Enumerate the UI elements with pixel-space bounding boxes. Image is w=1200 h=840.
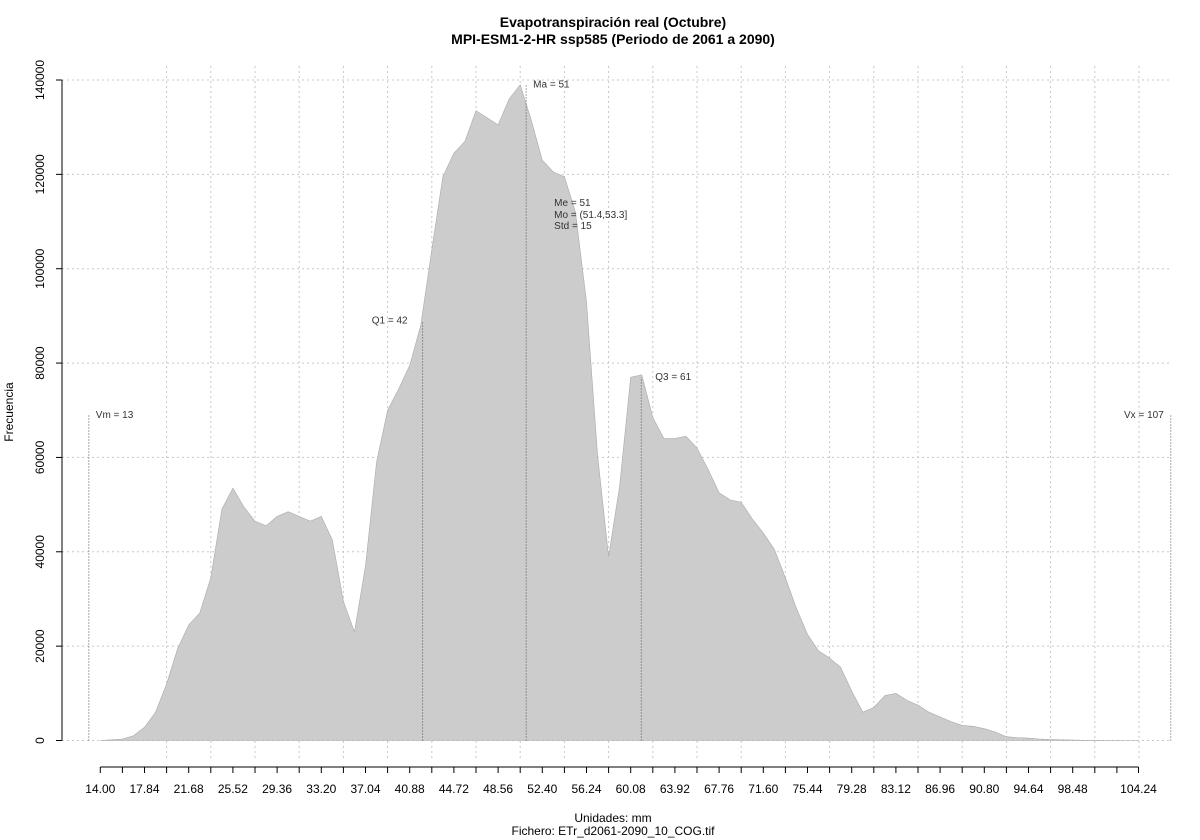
y-tick-label: 140000	[33, 60, 47, 100]
x-tick-label: 79.28	[837, 782, 867, 796]
x-tick-label: 29.36	[262, 782, 292, 796]
x-tick-label: 17.84	[129, 782, 159, 796]
chart-title: Evapotranspiración real (Octubre)	[500, 14, 726, 30]
y-tick-label: 0	[33, 737, 47, 744]
y-axis: 0 20000 40000 60000 80000 100000 120000 140000	[33, 60, 63, 744]
frequency-area-path	[100, 84, 1139, 741]
x-tick-label: 25.52	[218, 782, 248, 796]
x-tick-label: 104.24	[1120, 782, 1157, 796]
x-tick-label: 63.92	[660, 782, 690, 796]
x-tick-label: 83.12	[881, 782, 911, 796]
y-tick-label: 20000	[33, 629, 47, 663]
vm-marker-label: Vm = 13	[96, 410, 134, 421]
statistic-markers: Vm = 13 Q1 = 42 Ma = 51 Q3 = 61 Vx = 107 Me =…	[88, 80, 1172, 741]
vx-marker-label: Vx = 107	[1124, 410, 1164, 421]
x-tick-label: 90.80	[969, 782, 999, 796]
x-tick-label: 40.88	[395, 782, 425, 796]
mode-label: Mo = (51.4,53.3]	[554, 210, 627, 221]
x-tick-label: 67.76	[704, 782, 734, 796]
x-tick-label: 56.24	[571, 782, 601, 796]
x-tick-label: 33.20	[306, 782, 336, 796]
y-tick-label: 60000	[33, 440, 47, 474]
x-tick-label: 86.96	[925, 782, 955, 796]
chart-subtitle: MPI-ESM1-2-HR ssp585 (Periodo de 2061 a …	[451, 31, 775, 47]
frequency-area	[100, 84, 1139, 741]
file-label: Fichero: ETr_d2061-2090_10_COG.tif	[512, 824, 716, 838]
x-tick-label: 60.08	[616, 782, 646, 796]
y-tick-label: 40000	[33, 535, 47, 569]
x-tick-label: 52.40	[527, 782, 557, 796]
y-tick-label: 80000	[33, 346, 47, 380]
y-tick-label: 100000	[33, 248, 47, 288]
median-label: Me = 51	[554, 198, 591, 209]
x-tick-label: 14.00	[85, 782, 115, 796]
ma-marker-label: Ma = 51	[533, 80, 570, 91]
x-tick-label: 75.44	[792, 782, 822, 796]
std-label: Std = 15	[554, 221, 592, 232]
y-axis-label: Frecuencia	[2, 382, 16, 442]
x-tick-label: 71.60	[748, 782, 778, 796]
q1-marker-label: Q1 = 42	[372, 316, 408, 327]
x-tick-label: 48.56	[483, 782, 513, 796]
x-tick-label: 21.68	[174, 782, 204, 796]
q3-marker-label: Q3 = 61	[655, 372, 691, 383]
x-tick-label: 94.64	[1013, 782, 1043, 796]
x-tick-label: 37.04	[350, 782, 380, 796]
x-tick-label: 98.48	[1058, 782, 1088, 796]
x-tick-label: 44.72	[439, 782, 469, 796]
x-axis-label: Unidades: mm	[574, 811, 651, 825]
y-tick-label: 120000	[33, 154, 47, 194]
x-axis: 14.00 17.84 21.68 25.52 29.36 33.20 37.04 40.88…	[85, 766, 1157, 796]
